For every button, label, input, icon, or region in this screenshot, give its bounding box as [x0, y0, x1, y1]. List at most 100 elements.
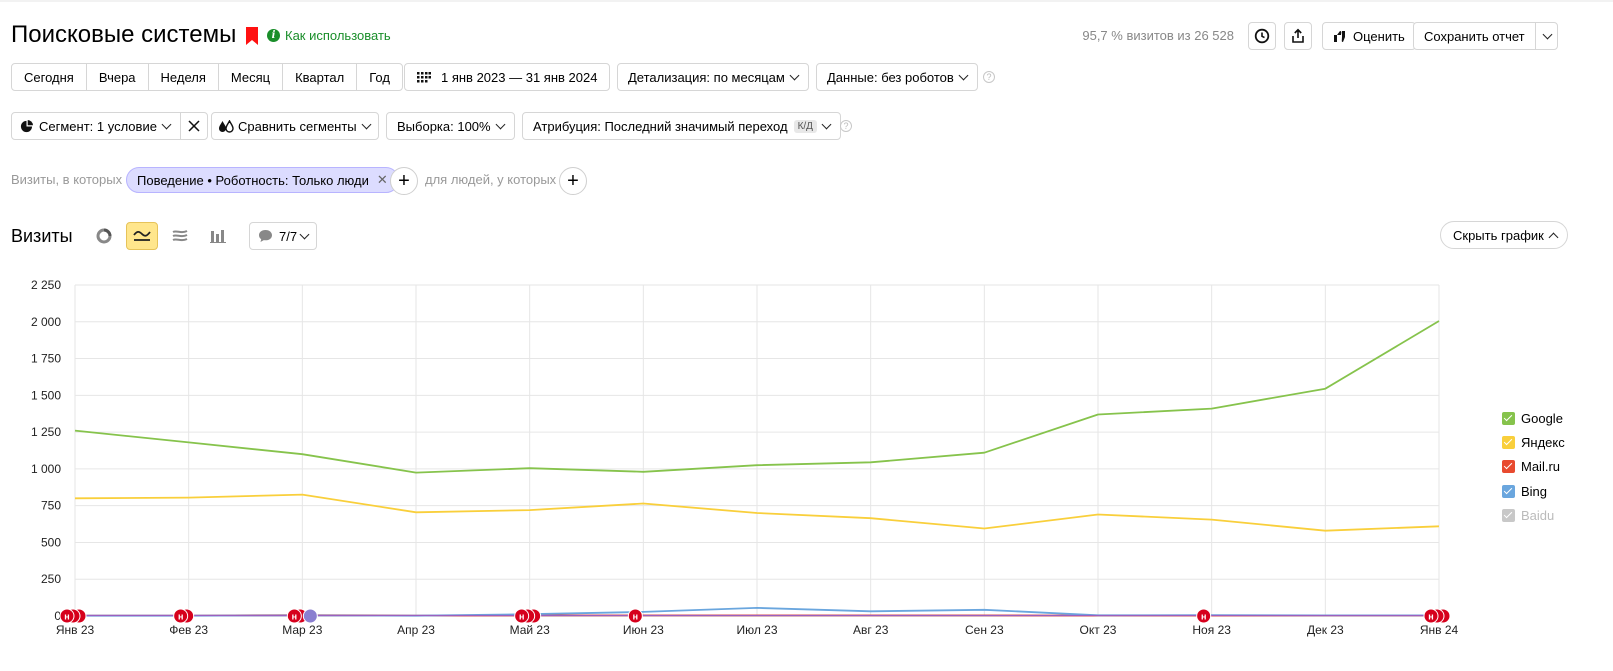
legend-label: Mail.ru	[1521, 459, 1561, 475]
annotation-marker	[514, 608, 530, 624]
x-tick-label: Мар 23	[282, 623, 322, 637]
attribution-dropdown[interactable]: Атрибуция: Последний значимый переход К/…	[522, 112, 841, 140]
data-dropdown[interactable]: Данные: без роботов	[816, 63, 978, 91]
add-visit-condition-button[interactable]: +	[390, 167, 418, 195]
x-tick-label: Июн 23	[623, 623, 664, 637]
checkbox-icon	[1502, 509, 1515, 523]
chevron-down-icon	[161, 119, 172, 129]
attribution-badge: К/Д	[793, 119, 817, 133]
pie-segment-icon	[20, 119, 33, 132]
legend-label: Яндекс	[1521, 435, 1565, 451]
date-range-button[interactable]: 1 янв 2023 — 31 янв 2024	[404, 63, 611, 91]
comment-icon	[259, 230, 272, 242]
y-tick-label: 1 750	[31, 352, 61, 366]
period-quarter[interactable]: Квартал	[283, 64, 358, 90]
x-tick-label: Сен 23	[965, 623, 1004, 637]
legend-label: Google	[1521, 410, 1563, 426]
legend-item-google[interactable]: Google	[1502, 406, 1565, 430]
chevron-down-icon	[789, 70, 800, 80]
filter-chip[interactable]: Поведение • Роботность: Только люди ✕	[126, 167, 399, 193]
x-tick-label: Янв 23	[56, 623, 95, 637]
x-tick-label: Ноя 23	[1192, 623, 1231, 637]
filter-chip-label: Поведение • Роботность: Только люди	[137, 172, 369, 188]
y-tick-label: 750	[41, 499, 61, 513]
x-tick-label: Апр 23	[397, 623, 435, 637]
compare-label: Сравнить сегменты	[238, 118, 357, 134]
annotation-marker	[1196, 608, 1212, 624]
annotation-label: н	[1428, 612, 1433, 622]
detail-dropdown[interactable]: Детализация: по месяцам	[617, 63, 809, 91]
y-tick-label: 0	[54, 609, 61, 623]
chevron-up-icon	[1548, 232, 1559, 242]
save-report-button[interactable]: Сохранить отчет	[1413, 22, 1558, 50]
legend-item-mailru[interactable]: Mail.ru	[1502, 455, 1565, 479]
y-tick-label: 250	[41, 572, 61, 586]
segment-dropdown[interactable]: Сегмент: 1 условие	[11, 112, 208, 140]
drops-icon	[219, 119, 234, 133]
close-icon	[188, 120, 200, 132]
visits-line-chart: 0 250 500 750 1 000 1 250 1 500 1 750 2 000 2 250…	[31, 278, 1459, 637]
compare-segments-button[interactable]: Сравнить сегменты	[211, 112, 379, 140]
period-selector: Сегодня Вчера Неделя Месяц Квартал Год	[11, 63, 403, 91]
period-yesterday[interactable]: Вчера	[87, 64, 149, 90]
period-week[interactable]: Неделя	[149, 64, 219, 90]
info-icon: i	[267, 29, 280, 42]
area-chart-toggle[interactable]	[164, 222, 196, 250]
legend-label: Baidu	[1521, 508, 1555, 524]
x-tick-label: Май 23	[510, 623, 551, 637]
plus-icon: +	[398, 170, 410, 192]
segment-label: Сегмент: 1 условие	[39, 118, 157, 134]
annotations-dropdown[interactable]: 7/7	[249, 222, 318, 250]
series-line-google	[74, 320, 1440, 474]
export-button[interactable]	[1284, 22, 1312, 50]
bookmark-icon[interactable]	[246, 27, 258, 45]
hide-chart-button[interactable]: Скрыть график	[1440, 221, 1568, 249]
sample-dropdown[interactable]: Выборка: 100%	[386, 112, 515, 140]
pie-chart-toggle[interactable]	[88, 222, 120, 250]
chevron-down-icon	[821, 119, 832, 129]
annotation-marker	[59, 608, 75, 624]
annotation-label: н	[1201, 612, 1206, 622]
legend-item-baidu[interactable]: Baidu	[1502, 504, 1565, 528]
line-chart-icon	[133, 230, 151, 241]
annotation-label: н	[633, 612, 638, 622]
chevron-down-icon	[958, 70, 969, 80]
checkbox-icon	[1502, 460, 1515, 474]
thumbs-icon	[1334, 30, 1345, 42]
bar-chart-icon	[210, 230, 226, 243]
chevron-down-icon[interactable]	[1542, 29, 1553, 39]
x-tick-label: Июл 23	[736, 623, 777, 637]
checkbox-icon	[1502, 411, 1515, 425]
add-person-condition-button[interactable]: +	[559, 167, 587, 195]
chevron-down-icon	[361, 119, 372, 129]
legend-item-yandex[interactable]: Яндекс	[1502, 430, 1565, 454]
calendar-icon	[417, 71, 431, 82]
checkbox-icon	[1502, 484, 1515, 498]
period-year[interactable]: Год	[369, 69, 390, 85]
history-button[interactable]	[1248, 22, 1276, 50]
rate-button[interactable]: Оценить	[1322, 22, 1416, 50]
clear-segment-button[interactable]	[181, 120, 207, 132]
howto-link[interactable]: i Как использовать	[267, 28, 391, 43]
attribution-label: Атрибуция: Последний значимый переход	[533, 118, 788, 134]
bar-chart-toggle[interactable]	[202, 222, 234, 250]
chart-legend: Google Яндекс Mail.ru Bing Baidu	[1502, 406, 1565, 528]
line-chart-toggle[interactable]	[126, 222, 158, 250]
annotation-label: н	[64, 612, 69, 622]
clock-icon	[1254, 28, 1270, 44]
legend-item-bing[interactable]: Bing	[1502, 479, 1565, 503]
hide-chart-label: Скрыть график	[1453, 227, 1544, 243]
howto-label: Как использовать	[285, 28, 391, 43]
help-icon[interactable]: ?	[840, 120, 852, 132]
checkbox-icon	[1502, 436, 1515, 450]
y-tick-label: 1 500	[31, 388, 61, 402]
period-month[interactable]: Месяц	[219, 64, 284, 90]
close-icon[interactable]: ✕	[376, 172, 388, 187]
area-chart-icon	[172, 230, 188, 242]
annotation-label: н	[292, 612, 297, 622]
filter-suffix: для людей, у которых	[425, 172, 557, 187]
period-today[interactable]: Сегодня	[12, 64, 87, 90]
help-icon[interactable]: ?	[983, 71, 995, 83]
annotation-label: н	[178, 612, 183, 622]
filter-prefix: Визиты, в которых	[11, 172, 123, 187]
